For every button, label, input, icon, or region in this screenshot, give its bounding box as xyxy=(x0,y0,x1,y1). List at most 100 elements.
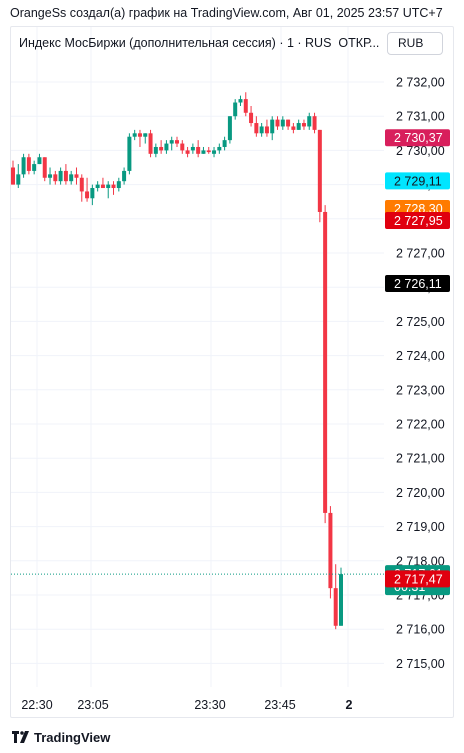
price-tick-label: 2 719,00 xyxy=(396,520,445,534)
price-tick-label: 2 731,00 xyxy=(396,110,445,124)
price-badge-label: 2 726,11 xyxy=(394,277,442,291)
candle-body xyxy=(270,119,275,134)
candle-body xyxy=(323,211,328,513)
price-badge-label: 2 729,11 xyxy=(394,174,442,188)
time-tick-label: 23:30 xyxy=(194,698,225,712)
price-tick-label: 2 715,00 xyxy=(396,657,445,671)
candle-body xyxy=(53,174,58,182)
candle-body xyxy=(328,512,333,589)
time-tick-label: 2 xyxy=(346,698,353,712)
price-tick-label: 2 725,00 xyxy=(396,315,445,329)
candle-body xyxy=(212,150,217,154)
candle-body xyxy=(259,126,264,134)
candle-body xyxy=(95,184,100,189)
candle-body xyxy=(159,146,164,151)
candle-body xyxy=(85,191,90,199)
legend: Индекс МосБиржи (дополнительная сессия) … xyxy=(19,36,379,50)
candle-body xyxy=(275,119,280,127)
price-tick-label: 2 723,00 xyxy=(396,383,445,397)
candle-body xyxy=(233,102,238,117)
candle-body xyxy=(190,146,195,151)
candle-body xyxy=(217,146,222,151)
candle-body xyxy=(148,133,153,154)
candle-body xyxy=(301,123,306,127)
candle-body xyxy=(222,140,227,147)
time-tick-label: 22:30 xyxy=(21,698,52,712)
candle-body xyxy=(169,140,174,144)
price-badge-label: 2 717,47 xyxy=(394,572,443,586)
candle-body xyxy=(21,157,26,175)
candle-body xyxy=(296,123,301,130)
candle-body xyxy=(238,99,243,103)
price-tick-label: 2 730,00 xyxy=(396,144,445,158)
candle-body xyxy=(312,116,317,130)
price-badge xyxy=(385,274,450,292)
candle-body xyxy=(201,150,206,154)
candle-body xyxy=(37,157,42,165)
candle-body xyxy=(175,140,179,144)
price-badge-label: 2 730,37 xyxy=(394,131,443,145)
candle-body xyxy=(111,184,116,189)
candle-body xyxy=(132,133,137,137)
price-badge xyxy=(385,570,450,588)
currency-button[interactable]: RUB xyxy=(387,32,443,55)
candle-body xyxy=(206,150,211,153)
candle-body xyxy=(164,143,169,151)
candle-body xyxy=(48,174,53,178)
legend-symbol[interactable]: Индекс МосБиржи (дополнительная сессия) … xyxy=(19,36,332,50)
candle-body xyxy=(26,157,31,171)
candle-body xyxy=(32,164,37,171)
candle-body xyxy=(116,181,121,189)
price-tick-label: 2 716,00 xyxy=(396,623,445,637)
candle-body xyxy=(16,174,21,185)
candle-body xyxy=(333,588,338,626)
candle-body xyxy=(79,177,84,192)
brand-name: TradingView xyxy=(34,729,111,745)
candle-body xyxy=(127,136,132,171)
candle-body xyxy=(69,174,74,182)
price-tick-label: 2 727,00 xyxy=(396,247,445,261)
candle-body xyxy=(227,116,232,141)
candle-body xyxy=(185,150,190,154)
candle-body xyxy=(100,184,105,189)
price-tick-label: 2 718,00 xyxy=(396,554,445,568)
candle-body xyxy=(196,146,201,154)
legend-status: ОТКР... xyxy=(338,36,380,50)
candle-body xyxy=(122,170,127,182)
chart-caption: OrangeSs создал(а) график на TradingView… xyxy=(10,6,443,20)
candle-body xyxy=(249,112,254,124)
price-tick-label: 2 724,00 xyxy=(396,349,445,363)
candle-body xyxy=(280,119,285,127)
candle-body xyxy=(243,99,248,113)
price-tick-label: 2 720,00 xyxy=(396,486,445,500)
candle-body xyxy=(254,123,259,134)
price-badge xyxy=(385,172,450,190)
candle-body xyxy=(74,174,79,178)
price-badge xyxy=(385,129,450,147)
candle-body xyxy=(317,129,322,212)
tradingview-logo-icon xyxy=(12,731,29,743)
candle-body xyxy=(180,143,185,151)
price-badge-label: 2 727,95 xyxy=(394,214,443,228)
candle-body xyxy=(106,184,111,189)
footer: TradingView xyxy=(12,728,110,746)
candlestick-chart[interactable]: 2 732,002 731,002 730,002 729,002 728,00… xyxy=(11,27,454,718)
candle-body xyxy=(264,126,269,134)
candle-body xyxy=(339,574,343,626)
candle-body xyxy=(307,116,312,127)
candle-body xyxy=(291,126,296,130)
candle-body xyxy=(11,167,15,185)
price-tick-label: 2 722,00 xyxy=(396,418,445,432)
candle-body xyxy=(286,119,291,127)
candle-body xyxy=(42,157,47,178)
chart-panel[interactable]: 2 732,002 731,002 730,002 729,002 728,00… xyxy=(10,26,454,718)
candle-body xyxy=(153,146,158,154)
candle-body xyxy=(143,133,148,137)
time-tick-label: 23:05 xyxy=(77,698,108,712)
candle-body xyxy=(137,133,142,137)
time-tick-label: 23:45 xyxy=(264,698,295,712)
candle-body xyxy=(90,188,95,199)
candle-body xyxy=(58,170,63,182)
price-tick-label: 2 732,00 xyxy=(396,76,445,90)
price-tick-label: 2 721,00 xyxy=(396,452,445,466)
